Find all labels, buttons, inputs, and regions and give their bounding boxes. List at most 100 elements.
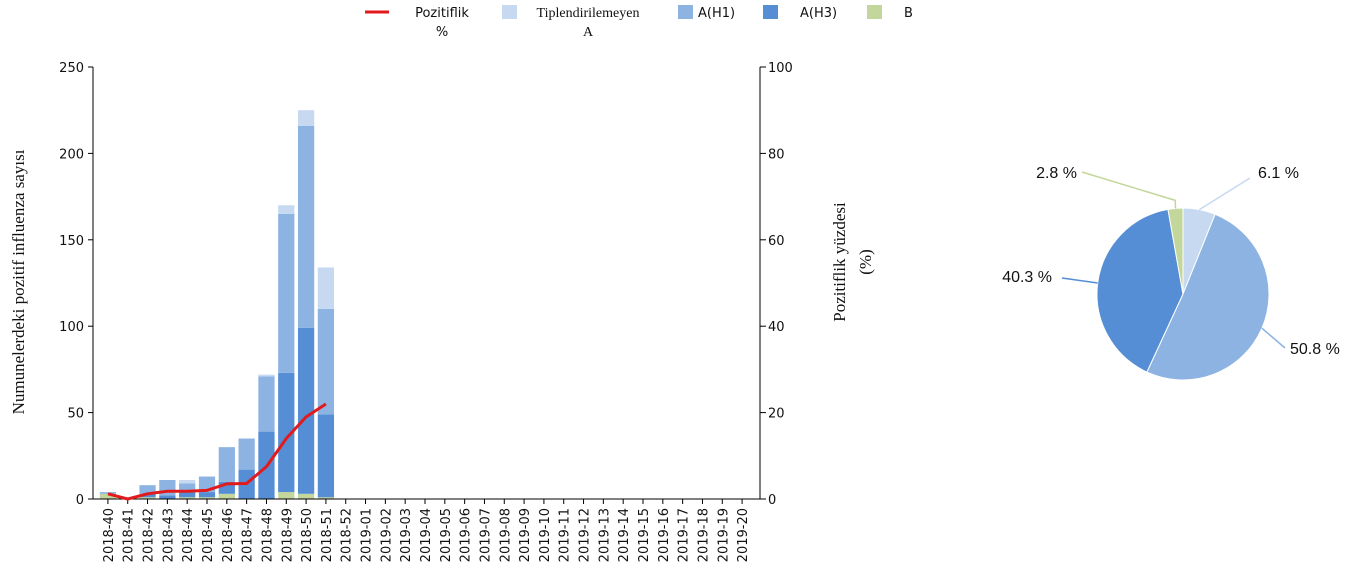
legend-label-untyped_A: Tiplendirilemeyen	[537, 6, 640, 21]
right-tick-label: 60	[768, 234, 785, 249]
right-tick-label: 20	[768, 407, 785, 422]
left-tick-label: 0	[76, 493, 84, 508]
bar-A_H3-2018-50	[297, 327, 315, 494]
left-tick-label: 200	[59, 147, 84, 162]
legend-swatch-untyped_A	[502, 5, 517, 19]
x-tick-label-2019-11: 2019-11	[558, 508, 573, 562]
bar-A_H3-2018-49	[278, 372, 295, 493]
bar-B-2018-51	[317, 497, 335, 499]
legend-label-positivity: Pozitiflik	[415, 6, 469, 21]
x-tick-label-2018-51: 2018-51	[320, 508, 335, 562]
bar-stack-group	[99, 110, 335, 499]
bar-untyped_A-2018-48	[258, 374, 275, 377]
bar-B-2018-46	[218, 493, 235, 499]
right-y-axis: 0 20 40 60 80 100	[759, 61, 793, 508]
legend-label-A_H1: A(H1)	[698, 6, 735, 21]
x-tick-label-2018-40: 2018-40	[102, 508, 117, 562]
bar-A_H3-2018-43	[159, 495, 176, 499]
bar-A_H1-2018-46	[218, 447, 235, 482]
x-tick-label-2019-10: 2019-10	[538, 508, 553, 562]
legend-swatch-B	[867, 5, 882, 19]
right-axis-title: Pozitiflik yüzdesi (%)	[830, 202, 875, 322]
bar-untyped_A-2018-44	[179, 479, 196, 484]
left-tick-label: 50	[67, 407, 84, 422]
x-tick-label-2019-13: 2019-13	[597, 508, 612, 562]
x-tick-label-2018-44: 2018-44	[181, 508, 196, 562]
right-axis-title-line: Pozitiflik yüzdesi	[830, 202, 849, 322]
x-tick-label-2018-46: 2018-46	[221, 508, 236, 562]
x-tick-label-2018-49: 2018-49	[280, 508, 295, 562]
bar-A_H1-2018-49	[278, 213, 295, 373]
right-tick-label: 0	[768, 493, 776, 508]
pie-chart: 6.1 % 50.8 % 40.3 % 2.8 %	[1002, 165, 1340, 381]
x-tick-label-2019-16: 2019-16	[657, 508, 672, 562]
bar-B-2018-49	[278, 492, 295, 499]
pie-leader-A_H1	[1261, 327, 1286, 349]
bar-B-2018-42	[139, 497, 156, 499]
chart-legend: Pozitiflik% Tiplendirilemeyen A A(H1) A(H3) B	[365, 5, 913, 40]
right-tick-label: 100	[768, 61, 793, 76]
x-tick-label-2019-15: 2019-15	[637, 508, 652, 562]
x-tick-label-2018-50: 2018-50	[300, 508, 315, 562]
x-tick-label-2018-43: 2018-43	[161, 508, 176, 562]
bar-B-2018-40	[99, 493, 117, 499]
left-axis-title: Numunelerdeki pozitif influenza sayısı	[9, 149, 28, 414]
bar-B-2018-50	[297, 493, 315, 499]
legend-swatch-A_H3	[763, 5, 778, 19]
legend-swatch-A_H1	[678, 5, 693, 19]
legend-item-positivity: Pozitiflik%	[365, 6, 469, 40]
bar-A_H1-2018-51	[317, 308, 335, 415]
right-tick-label: 80	[768, 147, 785, 162]
x-tick-label-2019-02: 2019-02	[379, 508, 394, 562]
bar-untyped_A-2018-51	[317, 267, 335, 309]
bar-A_H3-2018-51	[317, 414, 335, 498]
bar-A_H3-2018-44	[179, 492, 196, 498]
bar-B-2018-45	[198, 497, 216, 499]
left-tick-label: 150	[59, 234, 84, 249]
x-tick-label-2019-05: 2019-05	[439, 508, 454, 562]
x-tick-label-2019-07: 2019-07	[478, 508, 493, 562]
pie-slice-A_H3	[1096, 208, 1184, 373]
pie-leader-A_H3	[1061, 277, 1098, 284]
x-tick-label-2018-47: 2018-47	[241, 508, 256, 562]
right-axis-title-line: (%)	[856, 249, 875, 274]
pie-label-B: 2.8 %	[1036, 165, 1077, 182]
pie-label-A_H3: 40.3 %	[1002, 269, 1052, 286]
bar-untyped_A-2018-50	[297, 110, 315, 126]
pie-slice-A_H1	[1146, 213, 1270, 381]
x-tick-label-2018-41: 2018-41	[122, 508, 137, 562]
legend-label-A_H3: A(H3)	[800, 6, 837, 21]
x-tick-label-2018-42: 2018-42	[142, 508, 157, 562]
bar-A_H3-2018-45	[198, 492, 216, 498]
x-tick-label-2019-18: 2019-18	[696, 508, 711, 562]
right-tick-label: 40	[768, 320, 785, 335]
bar-A_H1-2018-48	[258, 376, 275, 432]
positivity-line-group	[107, 402, 327, 501]
pie-label-A_H1: 50.8 %	[1290, 341, 1340, 358]
x-tick-label-2019-06: 2019-06	[459, 508, 474, 562]
x-tick-label-2019-09: 2019-09	[518, 508, 533, 562]
bar-A_H1-2018-44	[179, 483, 196, 493]
x-tick-label-2018-52: 2018-52	[340, 508, 355, 562]
legend-label-positivity: %	[436, 25, 448, 40]
x-tick-label-2018-45: 2018-45	[201, 508, 216, 562]
left-tick-label: 100	[59, 320, 84, 335]
pie-label-untyped_A: 6.1 %	[1258, 165, 1299, 182]
x-tick-label-2019-01: 2019-01	[360, 508, 375, 562]
bar-untyped_A-2018-49	[278, 205, 295, 214]
x-axis: 2018-40 2018-41 2018-42 2018-43 2018-44 2018-…	[93, 498, 760, 562]
legend-label-B: B	[904, 6, 913, 21]
x-tick-label-2019-14: 2019-14	[617, 508, 632, 562]
x-tick-label-2019-19: 2019-19	[716, 508, 731, 562]
x-tick-label-2019-12: 2019-12	[578, 508, 593, 562]
x-tick-label-2018-48: 2018-48	[260, 508, 275, 562]
x-tick-label-2019-17: 2019-17	[677, 508, 692, 562]
bar-A_H1-2018-40	[99, 492, 117, 494]
positivity-line	[107, 402, 327, 501]
pie-leader-untyped_A	[1198, 177, 1251, 211]
x-tick-label-2019-03: 2019-03	[399, 508, 414, 562]
left-y-axis: 0 50 100 150 200 250	[59, 61, 94, 508]
bar-A_H1-2018-47	[238, 438, 255, 470]
